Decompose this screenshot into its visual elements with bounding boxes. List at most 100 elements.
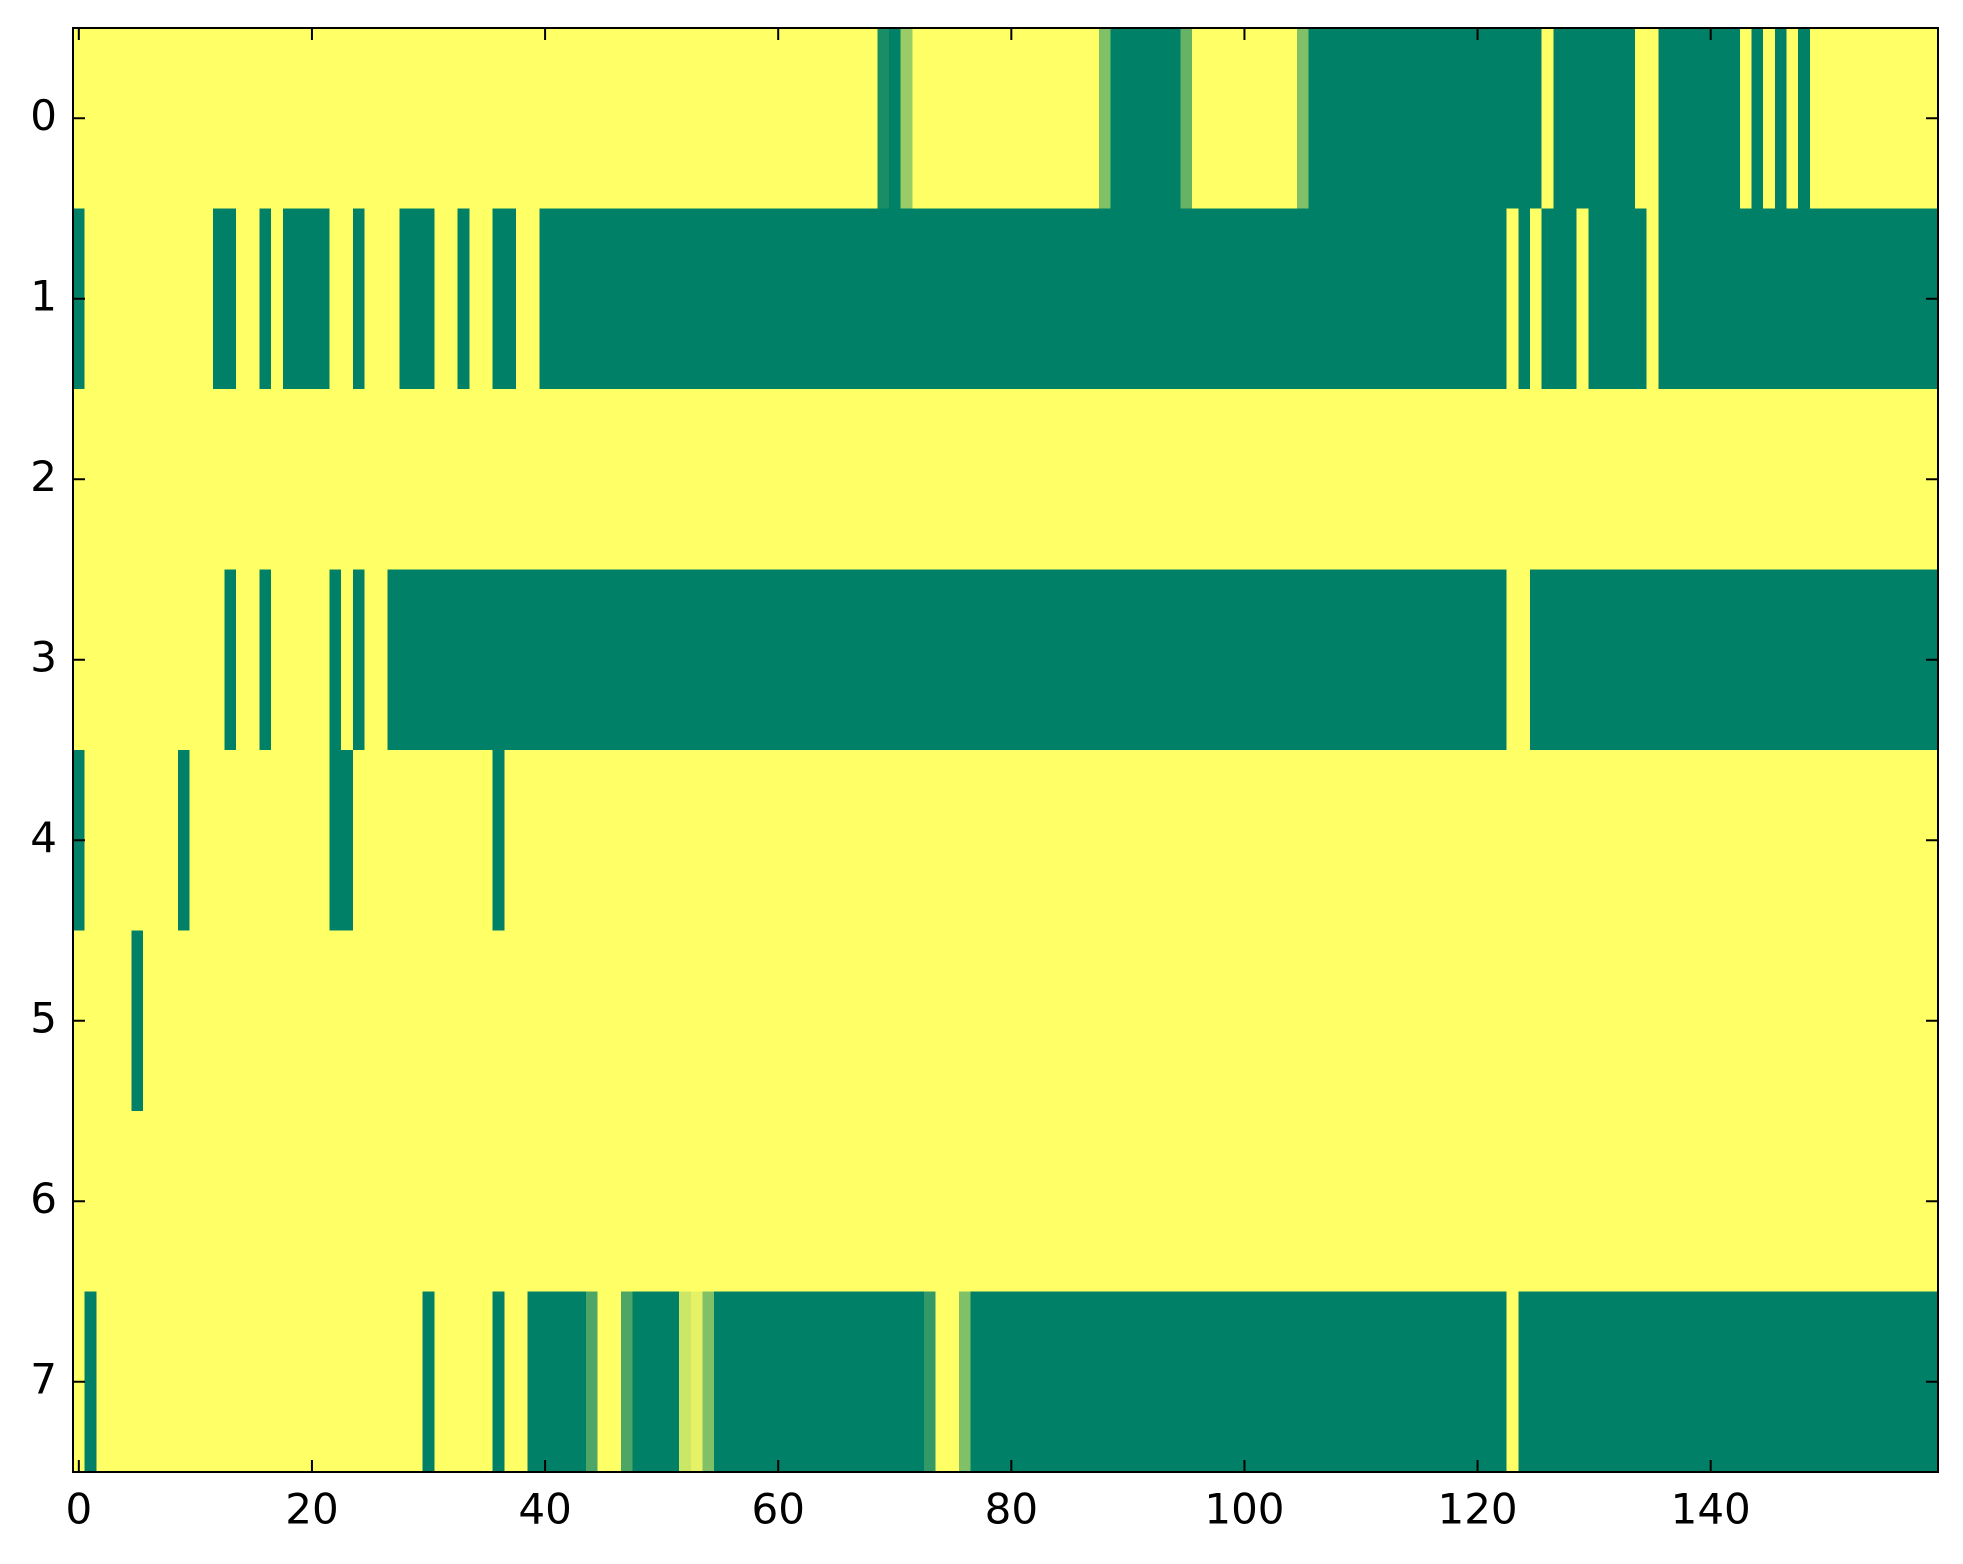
cell (1320, 208, 1333, 390)
cell (865, 930, 878, 1112)
cell (131, 28, 144, 210)
cell (177, 569, 191, 751)
cell (982, 1111, 995, 1293)
cell (96, 389, 109, 571)
cell (1669, 930, 1683, 1112)
cell (1763, 389, 1776, 571)
cell (609, 208, 622, 390)
cell (527, 208, 540, 390)
cell (609, 1291, 622, 1473)
cell (1716, 208, 1729, 390)
cell (177, 1291, 191, 1473)
cell (1611, 569, 1624, 751)
cell (1658, 750, 1671, 932)
cell (1751, 930, 1764, 1112)
cell (1133, 389, 1146, 571)
cell (679, 208, 692, 390)
cell (1588, 28, 1601, 210)
cell (527, 930, 540, 1112)
cell (1553, 1291, 1566, 1473)
cell (364, 569, 377, 751)
cell (1378, 1111, 1391, 1293)
cell (1296, 750, 1310, 932)
cell (1157, 750, 1170, 932)
cell (119, 389, 132, 571)
cell (1331, 930, 1345, 1112)
cell (1168, 28, 1181, 210)
cell (1425, 750, 1438, 932)
cell (923, 208, 937, 390)
cell (853, 1111, 867, 1293)
cell (1914, 208, 1927, 390)
cell (1821, 28, 1834, 210)
cell (982, 389, 995, 571)
cell (1273, 208, 1286, 390)
cell (1261, 1291, 1275, 1473)
cell (1623, 569, 1636, 751)
cell (1390, 389, 1403, 571)
cell (247, 208, 261, 390)
cell (807, 208, 820, 390)
cell (632, 1291, 645, 1473)
cell (1623, 389, 1636, 571)
cell (900, 930, 913, 1112)
cell (1075, 750, 1088, 932)
cell (1856, 569, 1869, 751)
cell (1157, 1291, 1170, 1473)
cell (1005, 750, 1018, 932)
cell (1040, 930, 1053, 1112)
cell (1145, 569, 1158, 751)
cell (935, 1111, 948, 1293)
cell (1646, 930, 1659, 1112)
cell (1914, 569, 1927, 751)
cell (1611, 1291, 1624, 1473)
cell (597, 28, 610, 210)
cell (1017, 930, 1030, 1112)
cell (1553, 750, 1566, 932)
cell (224, 1291, 237, 1473)
cell (1087, 28, 1100, 210)
cell (1145, 389, 1158, 571)
cell (714, 1291, 727, 1473)
cell (539, 750, 552, 932)
cell (982, 930, 995, 1112)
cell (212, 28, 226, 210)
cell (632, 750, 645, 932)
cell (1623, 208, 1636, 390)
cell (1530, 930, 1543, 1112)
cell (1390, 1291, 1403, 1473)
cell (737, 750, 750, 932)
cell (1331, 208, 1345, 390)
cell (1774, 750, 1788, 932)
cell (1238, 28, 1251, 210)
cell (492, 1111, 505, 1293)
cell (679, 1111, 692, 1293)
cell (819, 389, 832, 571)
cell (480, 1111, 494, 1293)
cell (877, 208, 890, 390)
cell (1681, 930, 1694, 1112)
cell (1075, 930, 1088, 1112)
cell (1063, 569, 1077, 751)
cell (107, 930, 121, 1112)
cell (1716, 28, 1729, 210)
cell (1460, 208, 1473, 390)
cell (411, 569, 424, 751)
cell (329, 389, 342, 571)
cell (1390, 930, 1403, 1112)
cell (329, 930, 342, 1112)
cell (1518, 28, 1531, 210)
cell (1914, 1111, 1927, 1293)
cell (1483, 930, 1496, 1112)
cell (1868, 28, 1881, 210)
cell (632, 389, 645, 571)
cell (655, 389, 669, 571)
cell (1180, 569, 1193, 751)
cell (271, 1111, 284, 1293)
cell (935, 389, 948, 571)
cell (1588, 569, 1601, 751)
cell (1122, 930, 1135, 1112)
cell (282, 1111, 296, 1293)
cell (480, 208, 494, 390)
cell (1739, 208, 1753, 390)
